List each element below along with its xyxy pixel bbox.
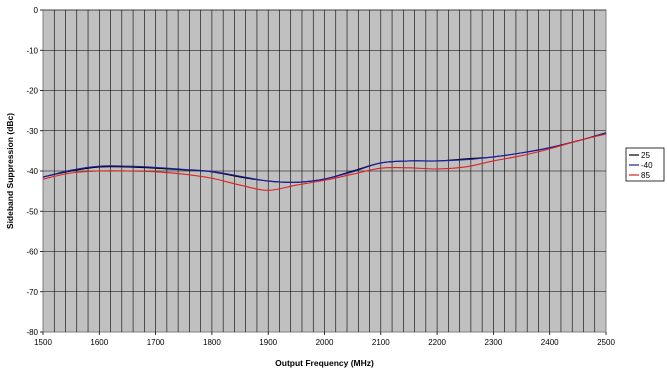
x-tick-label: 2300: [485, 338, 503, 347]
x-tick-label: 2000: [316, 338, 334, 347]
y-tick-label: 0: [34, 6, 39, 15]
legend-label-0: 25: [641, 151, 650, 160]
plot-area: [42, 9, 607, 333]
x-tick-label: 2100: [372, 338, 390, 347]
x-axis-ticks: 1500 1600 1700 1800 1900 2000 2100 2200 2300 2400…: [34, 332, 615, 347]
x-tick-label: 1600: [90, 338, 108, 347]
y-tick-label: -40: [26, 167, 38, 176]
x-tick-label: 2500: [597, 338, 615, 347]
y-axis-ticks: 0 -10 -20 -30 -40 -50 -60 -70 -80: [26, 6, 43, 337]
x-tick-label: 1500: [34, 338, 52, 347]
series-line-1: [42, 132, 607, 183]
y-tick-label: -20: [26, 87, 38, 96]
x-tick-label: 1700: [147, 338, 165, 347]
y-axis-title: Sideband Suppression (dBc): [5, 113, 15, 229]
x-tick-label: 2400: [541, 338, 559, 347]
legend-label-2: 85: [641, 171, 650, 180]
series-lines: [42, 132, 607, 191]
x-tick-label: 1900: [259, 338, 277, 347]
x-tick-label: 2200: [428, 338, 446, 347]
y-tick-label: -50: [26, 207, 38, 216]
legend-label-1: -40: [641, 161, 653, 170]
y-tick-label: -10: [26, 46, 38, 55]
y-tick-label: -70: [26, 288, 38, 297]
y-tick-label: -30: [26, 127, 38, 136]
series-line-2: [42, 133, 607, 191]
x-tick-label: 1800: [203, 338, 221, 347]
y-tick-label: -60: [26, 248, 38, 257]
x-axis-title: Output Frequency (MHz): [275, 358, 374, 368]
y-tick-label: -80: [26, 328, 38, 337]
